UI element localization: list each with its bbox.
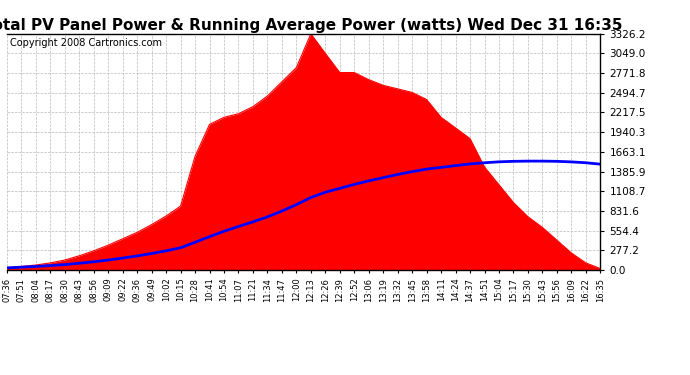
Title: Total PV Panel Power & Running Average Power (watts) Wed Dec 31 16:35: Total PV Panel Power & Running Average P… (0, 18, 623, 33)
Text: Copyright 2008 Cartronics.com: Copyright 2008 Cartronics.com (10, 39, 162, 48)
